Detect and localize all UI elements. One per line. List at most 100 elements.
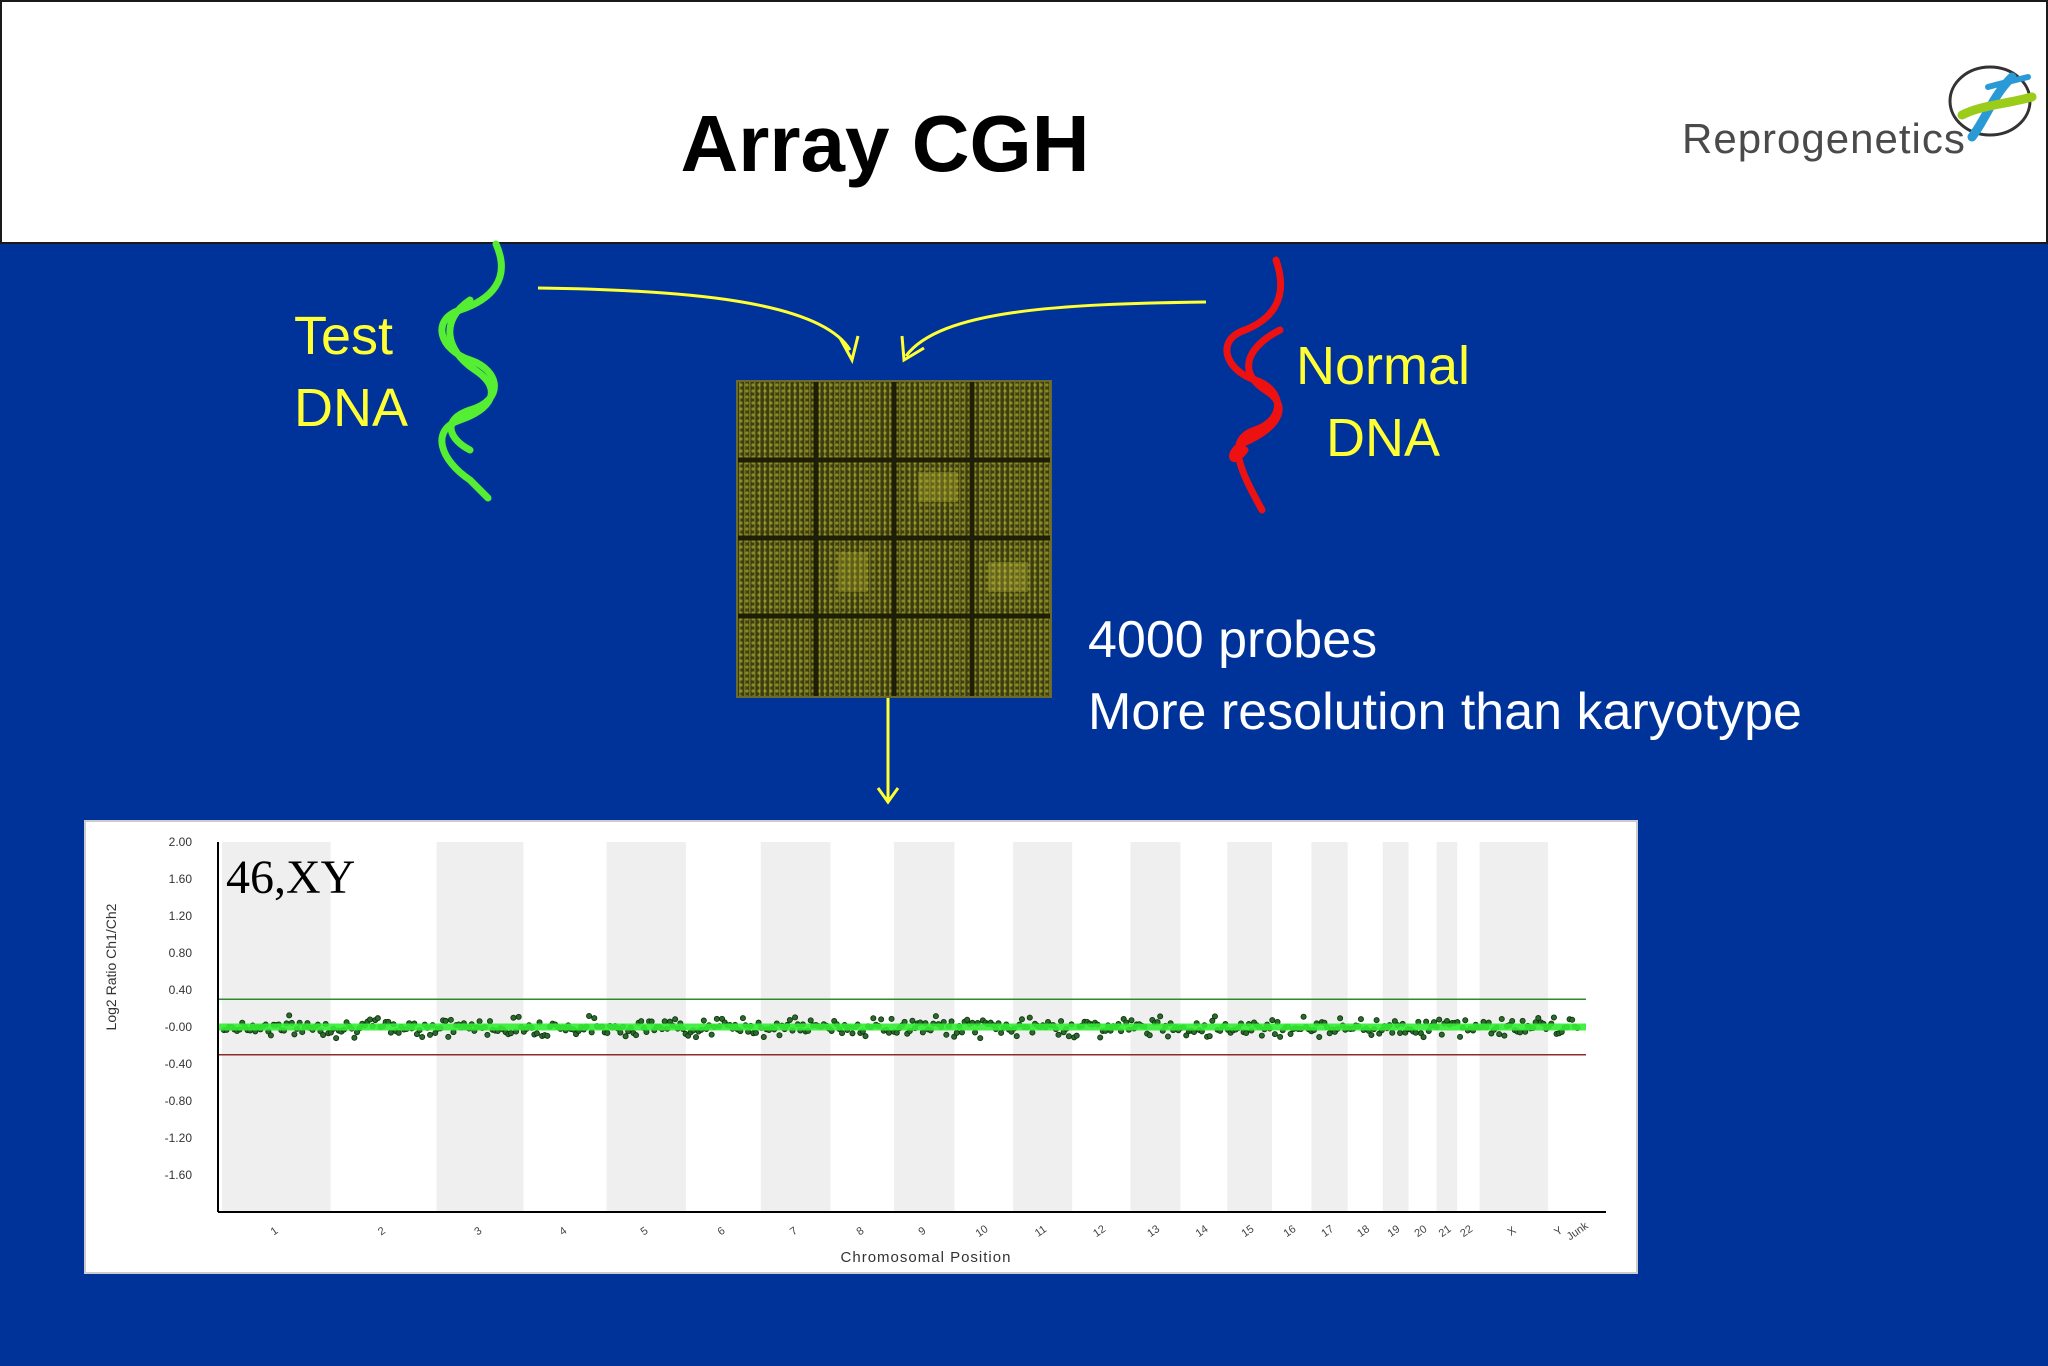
probe-point bbox=[1501, 1032, 1508, 1039]
x-tick-label: 20 bbox=[1412, 1223, 1429, 1240]
x-tick-label: 2 bbox=[376, 1225, 388, 1238]
probe-point bbox=[713, 1015, 720, 1022]
y-axis-label: Log2 Ratio Ch1/Ch2 bbox=[103, 903, 119, 1030]
probe-point bbox=[1517, 1029, 1524, 1036]
probe-point bbox=[544, 1032, 551, 1039]
probe-point bbox=[1065, 1033, 1072, 1040]
probe-point bbox=[1206, 1033, 1213, 1040]
x-tick-label: X bbox=[1506, 1224, 1519, 1238]
probe-point bbox=[533, 1030, 540, 1037]
probe-point bbox=[1412, 1029, 1419, 1036]
x-tick-label: 13 bbox=[1145, 1223, 1162, 1240]
normal-dna-arrow bbox=[900, 300, 1207, 363]
probe-point bbox=[510, 1014, 517, 1021]
y-tick-label: 2.00 bbox=[169, 835, 193, 849]
probe-point bbox=[1097, 1034, 1104, 1041]
probe-point bbox=[447, 1016, 454, 1023]
probe-point bbox=[291, 1031, 298, 1038]
probe-point bbox=[484, 1031, 491, 1038]
test-dna-helix bbox=[438, 240, 505, 502]
x-tick-label: 12 bbox=[1091, 1223, 1108, 1240]
probe-point bbox=[1055, 1031, 1062, 1038]
probe-point bbox=[807, 1017, 814, 1024]
probe-point bbox=[617, 1029, 624, 1036]
probe-point bbox=[367, 1016, 374, 1023]
probe-point bbox=[849, 1030, 856, 1037]
x-tick-label: 7 bbox=[788, 1225, 800, 1238]
probe-point bbox=[760, 1033, 767, 1040]
x-axis-ticks: 1 2 3 4 5 6 7 8 9 10 11 12 13 14 15 16 17 18 19 20 21 22 X Y Jun… bbox=[269, 1220, 1591, 1243]
probe-point bbox=[862, 1033, 869, 1040]
probe-point bbox=[333, 1035, 340, 1042]
probe-point bbox=[1389, 1029, 1396, 1036]
probe-point bbox=[943, 1031, 950, 1038]
probe-point bbox=[1243, 1030, 1250, 1037]
probe-point bbox=[1018, 1016, 1025, 1023]
y-tick-label: 0.80 bbox=[169, 946, 193, 960]
probe-point bbox=[1128, 1017, 1135, 1024]
probe-point bbox=[1373, 1017, 1380, 1024]
probe-point bbox=[878, 1016, 885, 1023]
probe-point bbox=[1397, 1029, 1404, 1036]
probe-point bbox=[870, 1015, 877, 1022]
probe-point bbox=[919, 1029, 926, 1036]
probe-point bbox=[792, 1014, 799, 1021]
cgh-chart-panel: 2.00 1.60 1.20 0.80 0.40 -0.00 -0.40 -0.80 -1.20… bbox=[84, 820, 1638, 1274]
y-tick-label: 1.20 bbox=[169, 909, 193, 923]
x-tick-label: 5 bbox=[639, 1225, 651, 1238]
y-tick-label: -0.80 bbox=[165, 1094, 193, 1108]
probe-point bbox=[1509, 1017, 1516, 1024]
probe-point bbox=[1337, 1015, 1344, 1022]
probe-point bbox=[977, 1035, 984, 1042]
probe-point bbox=[1013, 1033, 1020, 1040]
array-to-chart-arrow bbox=[876, 698, 900, 805]
probe-point bbox=[374, 1015, 381, 1022]
probe-point bbox=[888, 1015, 895, 1022]
x-tick-label: 21 bbox=[1437, 1223, 1454, 1240]
x-tick-label: Junk bbox=[1565, 1220, 1591, 1243]
probe-point bbox=[953, 1029, 960, 1036]
probe-point bbox=[1498, 1016, 1505, 1023]
x-tick-label: Y bbox=[1552, 1224, 1565, 1238]
probe-point bbox=[1550, 1014, 1557, 1021]
probe-point bbox=[622, 1033, 629, 1040]
probe-point bbox=[1073, 1032, 1080, 1039]
probe-point bbox=[1420, 1034, 1427, 1041]
probe-point bbox=[1519, 1017, 1526, 1024]
probe-point bbox=[1026, 1014, 1033, 1021]
probe-point bbox=[1368, 1031, 1375, 1038]
x-tick-label: 1 bbox=[269, 1225, 281, 1238]
x-tick-label: 22 bbox=[1458, 1223, 1475, 1240]
probe-point bbox=[486, 1018, 493, 1025]
reprogenetics-logo: Reprogenetics bbox=[1672, 57, 2042, 177]
slide-header: Array CGH Reprogenetics bbox=[0, 0, 2048, 244]
x-tick-label: 18 bbox=[1355, 1223, 1372, 1240]
x-tick-label: 14 bbox=[1194, 1223, 1211, 1240]
probe-point bbox=[661, 1018, 668, 1025]
probe-point bbox=[1462, 1017, 1469, 1024]
probe-point bbox=[395, 1029, 402, 1036]
normal-dna-label-line1: Normal bbox=[1295, 336, 1471, 396]
x-tick-label: 3 bbox=[472, 1225, 484, 1238]
probe-point bbox=[752, 1029, 759, 1036]
probe-point bbox=[1287, 1030, 1294, 1037]
probe-point bbox=[476, 1018, 483, 1025]
probe-point bbox=[839, 1030, 846, 1037]
probe-point bbox=[672, 1016, 679, 1023]
x-tick-label: 11 bbox=[1033, 1223, 1049, 1239]
normal-dna-label-line2: DNA bbox=[1325, 408, 1440, 468]
probe-point bbox=[387, 1029, 394, 1036]
karyotype-annotation: 46,XY bbox=[226, 851, 356, 904]
test-dna-label-line1: Test bbox=[294, 306, 394, 366]
probe-point bbox=[604, 1030, 611, 1037]
probe-point bbox=[1457, 1033, 1464, 1040]
probe-point bbox=[708, 1031, 715, 1038]
probe-point bbox=[286, 1012, 293, 1019]
probe-point bbox=[633, 1032, 640, 1039]
probe-point bbox=[267, 1032, 274, 1039]
probe-point bbox=[1300, 1013, 1307, 1020]
probe-point bbox=[1164, 1033, 1171, 1040]
probe-point bbox=[507, 1030, 514, 1037]
probe-info: 4000 probes More resolution than karyoty… bbox=[1088, 604, 1802, 748]
probe-point bbox=[1146, 1032, 1153, 1039]
